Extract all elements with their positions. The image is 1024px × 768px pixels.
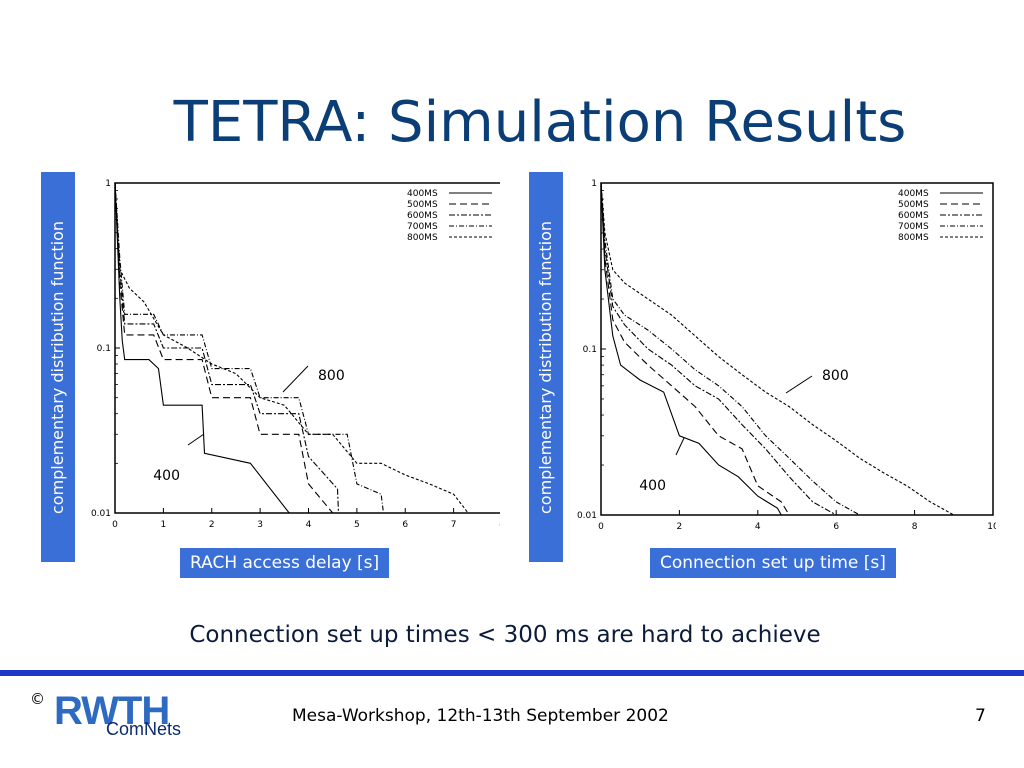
left-ylabel: complementary distribution function <box>48 220 68 514</box>
slide-subtitle: Connection set up times < 300 ms are har… <box>189 622 821 648</box>
legend-label: 400MS <box>898 189 929 199</box>
y-tick-label: 0.1 <box>97 344 111 354</box>
footer-rule <box>0 670 1024 676</box>
x-tick-label: 6 <box>402 520 408 530</box>
right-ylabel-box: complementary distribution function <box>529 172 563 562</box>
annotation-label: 800 <box>822 368 849 384</box>
y-tick-label: 0.1 <box>583 345 597 355</box>
y-tick-label: 0.01 <box>577 511 597 521</box>
right-ylabel: complementary distribution function <box>536 220 556 514</box>
x-tick-label: 2 <box>677 522 683 532</box>
series-line-800ms <box>114 182 469 514</box>
series-line-500ms <box>114 182 334 514</box>
legend-label: 800MS <box>898 233 929 243</box>
y-tick-label: 1 <box>105 179 111 189</box>
legend-label: 400MS <box>407 189 438 199</box>
legend-label: 800MS <box>407 233 438 243</box>
x-tick-label: 0 <box>112 520 118 530</box>
plot-frame <box>114 182 500 514</box>
right-chart: 0 2 4 6 8 10 1 0.1 0.01 400MS500MS600MS700MS800MS… <box>577 179 996 532</box>
x-tick-label: 7 <box>451 520 457 530</box>
annotation-leader <box>282 365 309 393</box>
annotation-leader <box>187 433 205 446</box>
series-line-500ms <box>600 182 790 516</box>
left-xlabel: RACH access delay [s] <box>180 548 390 578</box>
y-tick-label: 0.01 <box>91 509 111 519</box>
left-ylabel-box: complementary distribution function <box>41 172 75 562</box>
annotation-leader <box>785 375 813 394</box>
legend-label: 700MS <box>407 222 438 232</box>
x-tick-label: 10 <box>987 522 996 532</box>
legend-label: 600MS <box>898 211 929 221</box>
legend-label: 600MS <box>407 211 438 221</box>
x-tick-label: 8 <box>499 520 500 530</box>
x-tick-label: 6 <box>833 522 839 532</box>
legend-label: 500MS <box>898 200 929 210</box>
x-tick-label: 4 <box>306 520 312 530</box>
x-tick-label: 2 <box>209 520 215 530</box>
annotation-label: 400 <box>153 468 180 484</box>
series-line-600ms <box>114 182 340 514</box>
series-line-600ms <box>600 182 837 516</box>
legend-label: 700MS <box>898 222 929 232</box>
right-xlabel: Connection set up time [s] <box>650 548 896 578</box>
annotation-label: 800 <box>318 368 345 384</box>
plot-frame <box>600 182 994 516</box>
logo-sub: ComNets <box>106 719 181 739</box>
copyright-symbol: © <box>30 690 45 708</box>
series-line-400ms <box>600 182 782 516</box>
legend-label: 500MS <box>407 200 438 210</box>
annotation-label: 400 <box>639 478 666 494</box>
series-line-400ms <box>114 182 291 514</box>
x-tick-label: 1 <box>161 520 167 530</box>
series-line-800ms <box>600 182 955 516</box>
footer-text: Mesa-Workshop, 12th-13th September 2002 <box>292 706 669 726</box>
slide-title: TETRA: Simulation Results <box>173 90 907 155</box>
x-tick-label: 0 <box>598 522 604 532</box>
left-chart: 01234567810.10.01400MS500MS600MS700MS800… <box>91 179 500 530</box>
series-line-700ms <box>600 182 860 516</box>
annotation-leader <box>675 437 685 456</box>
x-tick-label: 3 <box>257 520 263 530</box>
logo-main: RWTH <box>54 689 169 733</box>
series-line-700ms <box>114 182 385 514</box>
x-tick-label: 5 <box>354 520 360 530</box>
page-number: 7 <box>975 706 986 726</box>
rwth-comnets-logo: RWTH ComNets <box>50 688 215 739</box>
y-tick-label: 1 <box>591 179 597 189</box>
x-tick-label: 8 <box>912 522 918 532</box>
x-tick-label: 4 <box>755 522 761 532</box>
